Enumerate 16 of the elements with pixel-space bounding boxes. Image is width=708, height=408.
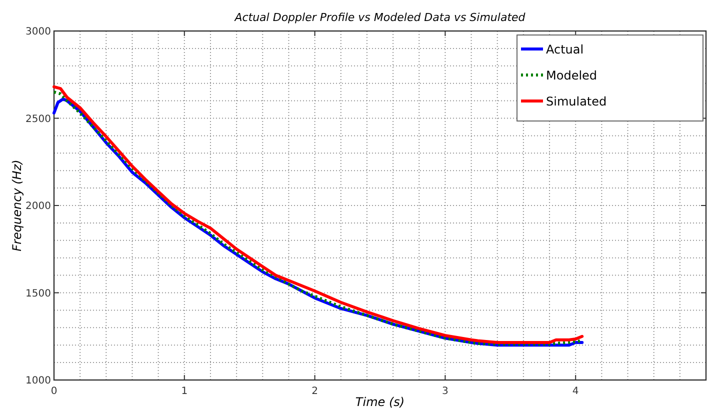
x-axis-title: Time (s) xyxy=(355,395,405,408)
chart-title: Actual Doppler Profile vs Modeled Data vs Simulated xyxy=(234,11,526,24)
y-tick-label: 1000 xyxy=(26,376,51,386)
y-tick-label: 1500 xyxy=(26,288,51,300)
x-tick-label: 4 xyxy=(572,386,579,397)
x-tick-label: 0 xyxy=(50,386,58,397)
legend-label: Actual xyxy=(546,42,584,56)
x-tick-label: 3 xyxy=(442,386,448,397)
y-tick-label: 2500 xyxy=(26,114,51,125)
x-tick-label: 1 xyxy=(181,386,188,397)
legend-label: Modeled xyxy=(546,68,598,82)
y-tick-label: 3000 xyxy=(26,26,51,38)
y-tick-label: 2000 xyxy=(26,201,51,212)
legend-label: Simulated xyxy=(546,94,607,108)
y-axis-title: Frequency (Hz) xyxy=(10,160,24,252)
x-tick-label: 2 xyxy=(312,386,318,397)
